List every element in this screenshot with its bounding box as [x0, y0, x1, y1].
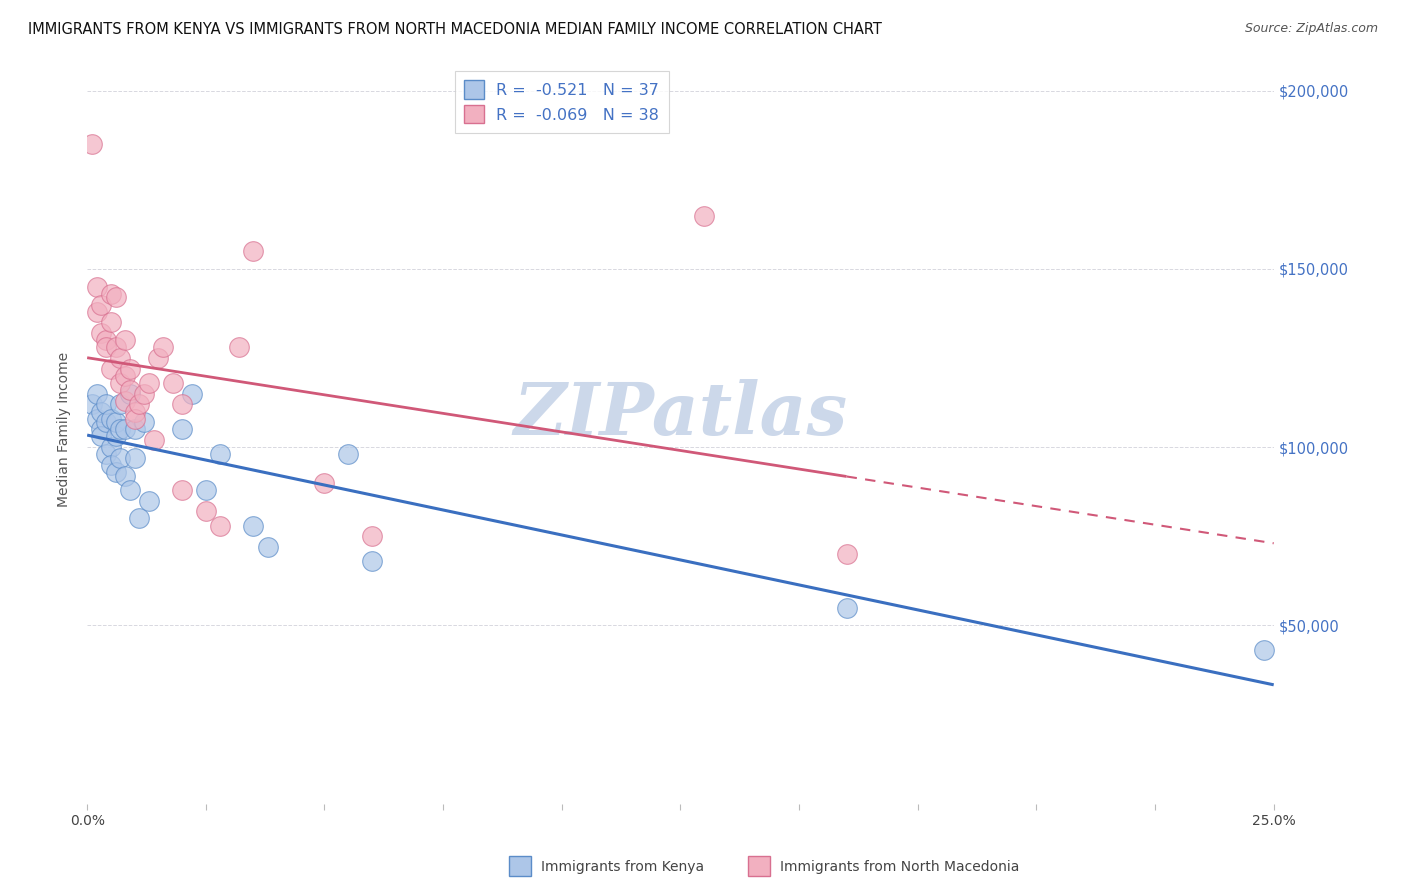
Point [104, 429, 127, 443]
Point [124, 422, 146, 436]
Point [90, 404, 112, 418]
Point [152, 340, 174, 354]
Point [100, 315, 122, 329]
Point [90, 429, 112, 443]
Point [110, 376, 132, 390]
Point [90, 297, 112, 311]
Point [242, 244, 264, 259]
Point [94, 415, 117, 429]
Point [110, 351, 132, 365]
Point [124, 411, 146, 425]
Point [110, 450, 132, 465]
Point [94, 397, 117, 411]
Point [124, 404, 146, 418]
Point [80, 397, 103, 411]
Y-axis label: Median Family Income: Median Family Income [58, 351, 72, 507]
Point [80, 137, 103, 152]
Point [94, 340, 117, 354]
Text: ZIPatlas: ZIPatlas [513, 379, 848, 450]
FancyBboxPatch shape [748, 856, 770, 876]
Point [104, 465, 127, 479]
Point [114, 368, 136, 383]
Point [361, 554, 384, 568]
Point [100, 286, 122, 301]
Point [114, 333, 136, 347]
Point [118, 383, 141, 397]
Point [209, 447, 232, 461]
Point [194, 483, 217, 497]
Point [100, 458, 122, 472]
Point [693, 209, 716, 223]
Point [242, 518, 264, 533]
Point [86, 386, 108, 401]
Point [118, 361, 141, 376]
Point [114, 468, 136, 483]
Point [170, 483, 193, 497]
Legend: R =  -0.521   N = 37, R =  -0.069   N = 38: R = -0.521 N = 37, R = -0.069 N = 38 [454, 70, 669, 133]
Point [142, 433, 165, 447]
Point [118, 483, 141, 497]
Point [86, 304, 108, 318]
Point [337, 447, 360, 461]
Point [194, 504, 217, 518]
Point [132, 386, 155, 401]
Point [170, 397, 193, 411]
Point [104, 340, 127, 354]
Point [835, 547, 858, 561]
Point [100, 361, 122, 376]
Point [110, 397, 132, 411]
Point [162, 376, 184, 390]
Text: Source: ZipAtlas.com: Source: ZipAtlas.com [1244, 22, 1378, 36]
Point [209, 518, 232, 533]
Point [180, 386, 202, 401]
Point [1253, 643, 1275, 657]
Point [148, 351, 170, 365]
Point [835, 600, 858, 615]
Point [128, 397, 150, 411]
Point [86, 280, 108, 294]
Point [170, 422, 193, 436]
Point [90, 326, 112, 340]
Text: Immigrants from North Macedonia: Immigrants from North Macedonia [780, 860, 1019, 874]
Point [86, 411, 108, 425]
Point [104, 415, 127, 429]
Point [256, 540, 278, 554]
Point [314, 475, 336, 490]
Point [100, 411, 122, 425]
Point [228, 340, 250, 354]
FancyBboxPatch shape [509, 856, 531, 876]
Point [128, 511, 150, 525]
Text: Immigrants from Kenya: Immigrants from Kenya [541, 860, 704, 874]
Point [94, 333, 117, 347]
Point [100, 440, 122, 454]
Point [124, 450, 146, 465]
Point [104, 290, 127, 304]
Point [114, 422, 136, 436]
Point [110, 422, 132, 436]
Point [94, 447, 117, 461]
Point [114, 393, 136, 408]
Point [118, 386, 141, 401]
Point [138, 493, 160, 508]
Point [90, 422, 112, 436]
Point [138, 376, 160, 390]
Point [132, 415, 155, 429]
Point [361, 529, 384, 543]
Text: IMMIGRANTS FROM KENYA VS IMMIGRANTS FROM NORTH MACEDONIA MEDIAN FAMILY INCOME CO: IMMIGRANTS FROM KENYA VS IMMIGRANTS FROM… [28, 22, 882, 37]
